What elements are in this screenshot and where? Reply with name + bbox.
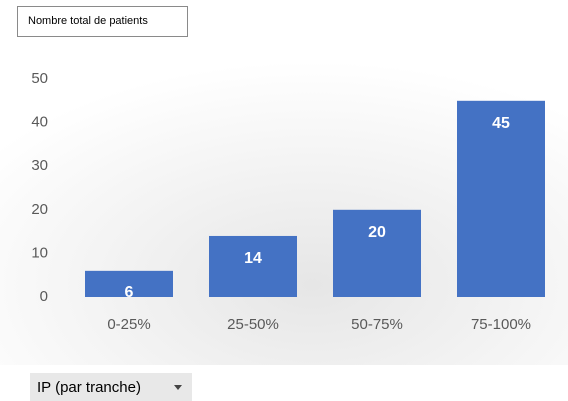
y-tick-label: 30	[31, 157, 48, 174]
axis-field-label: IP (par tranche)	[37, 379, 141, 396]
bar	[85, 270, 173, 297]
x-tick-label: 75-100%	[471, 316, 531, 333]
bar	[209, 235, 297, 297]
bar	[333, 209, 421, 297]
y-tick-label: 0	[40, 288, 48, 305]
y-tick-label: 40	[31, 114, 48, 131]
x-tick-label: 25-50%	[227, 316, 279, 333]
data-label: 14	[244, 250, 262, 267]
x-tick-label: 50-75%	[351, 316, 403, 333]
dropdown-arrow	[174, 385, 182, 390]
data-label: 6	[125, 284, 134, 301]
x-tick-label: 0-25%	[107, 316, 150, 333]
value-field-button[interactable]	[17, 6, 188, 37]
data-label: 45	[492, 115, 510, 132]
y-tick-label: 20	[31, 201, 48, 218]
axis-field-button[interactable]	[30, 373, 192, 401]
y-tick-label: 10	[31, 244, 48, 261]
value-field-label: Nombre total de patients	[28, 15, 148, 27]
data-label: 20	[368, 224, 386, 241]
y-tick-label: 50	[31, 70, 48, 87]
bar	[457, 100, 545, 297]
